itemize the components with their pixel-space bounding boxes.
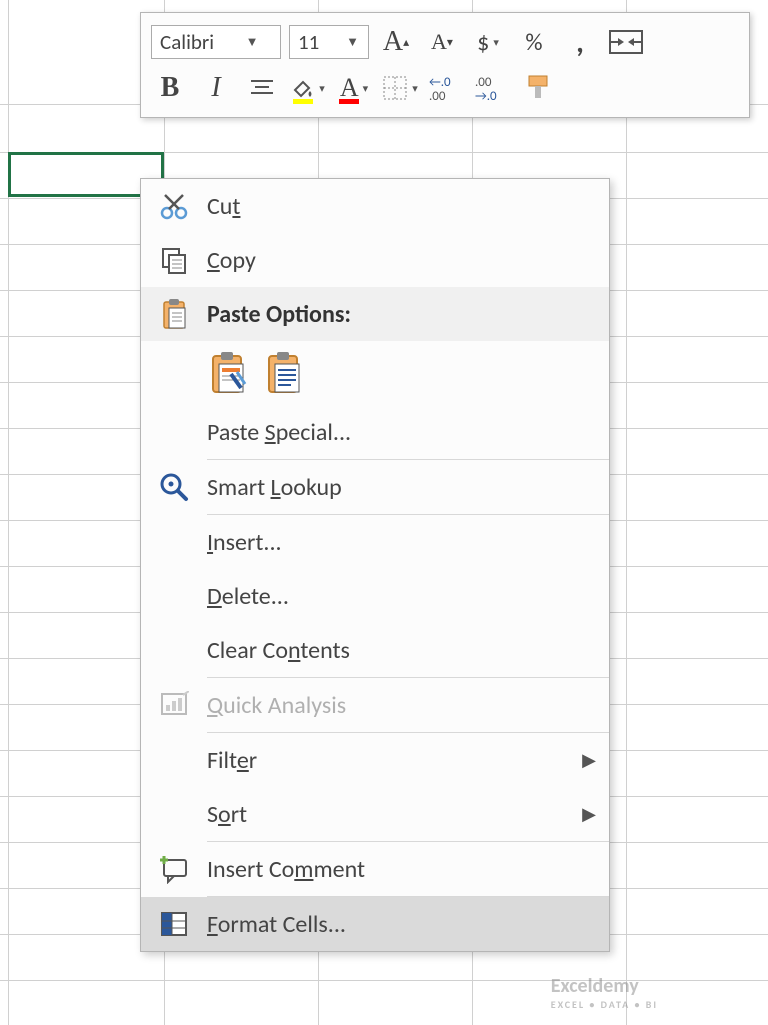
merge-center-button[interactable]: [607, 23, 645, 61]
font-name-value: Calibri: [152, 29, 216, 55]
increase-decimal-button[interactable]: ←.0.00: [427, 69, 465, 107]
svg-text:.00: .00: [429, 89, 446, 102]
menu-item-clear-contents[interactable]: Clear Contents: [141, 623, 609, 677]
menu-label: Paste Special...: [207, 418, 609, 447]
italic-button[interactable]: I: [197, 69, 235, 107]
clipboard-icon: [141, 297, 207, 331]
menu-item-cut[interactable]: Cut: [141, 179, 609, 233]
menu-label: Clear Contents: [207, 636, 609, 665]
menu-label: Insert...: [207, 528, 609, 557]
menu-label: Paste Options:: [207, 300, 609, 329]
format-cells-icon: [141, 910, 207, 938]
svg-text:.00: .00: [475, 75, 492, 90]
watermark-tag: EXCEL • DATA • BI: [551, 998, 658, 1011]
scissors-icon: [141, 191, 207, 221]
svg-text:←.0: ←.0: [429, 75, 451, 90]
menu-label: Delete...: [207, 582, 609, 611]
menu-item-format-cells[interactable]: Format Cells...: [141, 897, 609, 951]
font-size-value: 11: [290, 29, 329, 55]
decrease-decimal-button[interactable]: .00→.0: [473, 69, 511, 107]
menu-label: Filter: [207, 746, 569, 775]
menu-item-paste-special[interactable]: Paste Special...: [141, 405, 609, 459]
watermark: Exceldemy EXCEL • DATA • BI: [551, 974, 658, 1011]
decrease-font-button[interactable]: A▾: [423, 23, 461, 61]
smart-lookup-icon: [141, 471, 207, 503]
font-color-button[interactable]: A ▾: [335, 69, 373, 107]
submenu-arrow-icon: ▶: [569, 749, 609, 771]
menu-item-copy[interactable]: Copy: [141, 233, 609, 287]
menu-item-smart-lookup[interactable]: Smart Lookup: [141, 460, 609, 514]
menu-item-delete[interactable]: Delete...: [141, 569, 609, 623]
chevron-down-icon[interactable]: ▼: [329, 34, 368, 50]
accounting-format-button[interactable]: $▾: [469, 23, 507, 61]
comment-icon: [141, 854, 207, 884]
context-menu: Cut Copy Paste Options: Paste Special...…: [140, 178, 610, 952]
menu-item-filter[interactable]: Filter ▶: [141, 733, 609, 787]
menu-item-insert-comment[interactable]: Insert Comment: [141, 842, 609, 896]
menu-item-sort[interactable]: Sort ▶: [141, 787, 609, 841]
borders-button[interactable]: ▾: [381, 69, 419, 107]
paste-option-default[interactable]: [263, 348, 307, 398]
svg-text:→.0: →.0: [475, 89, 497, 102]
menu-label: Format Cells...: [207, 910, 609, 939]
menu-label: Copy: [207, 246, 609, 275]
fill-color-button[interactable]: ▾: [289, 69, 327, 107]
submenu-arrow-icon: ▶: [569, 803, 609, 825]
bold-button[interactable]: B: [151, 69, 189, 107]
paste-option-keep-formatting[interactable]: [207, 348, 251, 398]
font-size-selector[interactable]: 11 ▼: [289, 25, 369, 59]
menu-label: Sort: [207, 800, 569, 829]
watermark-brand: Exceldemy: [551, 974, 639, 998]
quick-analysis-icon: [141, 691, 207, 719]
chevron-down-icon[interactable]: ▼: [216, 34, 280, 50]
menu-item-quick-analysis: Quick Analysis: [141, 678, 609, 732]
menu-header-paste-options: Paste Options:: [141, 287, 609, 341]
menu-label: Quick Analysis: [207, 691, 609, 720]
copy-icon: [141, 245, 207, 275]
font-name-selector[interactable]: Calibri ▼: [151, 25, 281, 59]
center-align-button[interactable]: [243, 69, 281, 107]
menu-label: Cut: [207, 192, 609, 221]
percent-format-button[interactable]: %: [515, 23, 553, 61]
menu-label: Insert Comment: [207, 855, 609, 884]
menu-item-insert[interactable]: Insert...: [141, 515, 609, 569]
mini-toolbar: Calibri ▼ 11 ▼ A▴ A▾ $▾ % , B I: [140, 12, 750, 118]
increase-font-button[interactable]: A▴: [377, 23, 415, 61]
format-painter-button[interactable]: [519, 69, 557, 107]
comma-format-button[interactable]: ,: [561, 23, 599, 61]
paste-options-row: [141, 341, 609, 405]
menu-label: Smart Lookup: [207, 473, 609, 502]
